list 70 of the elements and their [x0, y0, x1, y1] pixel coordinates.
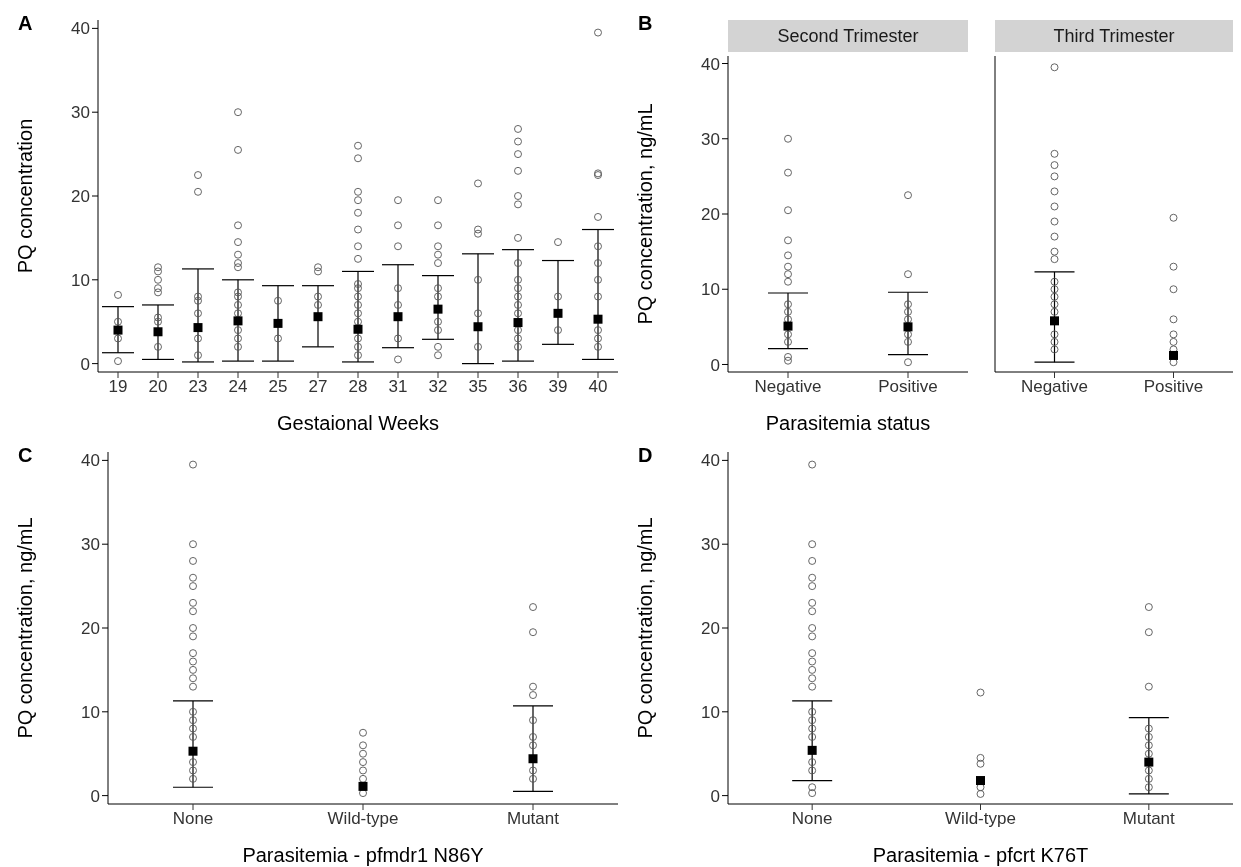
y-tick-label: 30 [71, 103, 90, 123]
x-tick-label: Positive [1143, 377, 1204, 397]
y-tick-label: 20 [81, 619, 100, 639]
x-axis-title: Parasitemia status [765, 412, 931, 434]
point [593, 314, 603, 324]
y-tick-label: 30 [701, 535, 720, 555]
x-tick-label: None [172, 809, 214, 829]
point [273, 318, 283, 328]
point [313, 312, 323, 322]
y-tick-label: 20 [701, 205, 720, 225]
y-tick-label: 10 [81, 702, 100, 722]
point [113, 325, 123, 335]
y-tick-label: 10 [701, 280, 720, 300]
y-axis-title: PQ concentration, ng/mL [14, 517, 37, 739]
x-axis-title: Parasitemia - pfcrt K76T [872, 844, 1089, 866]
y-tick-label: 20 [701, 619, 720, 639]
x-tick-label: Wild-type [945, 809, 1016, 829]
y-tick-label: 0 [80, 354, 90, 374]
x-tick-label: 28 [348, 377, 368, 397]
x-axis-title: Gestaional Weeks [277, 412, 439, 434]
y-tick-label: 30 [81, 535, 100, 555]
chart-title: C [18, 444, 33, 467]
point [473, 322, 483, 332]
x-tick-label: 27 [308, 377, 328, 397]
x-axis-title: Parasitemia - pfmdr1 N86Y [242, 844, 484, 866]
chart-title: D [638, 444, 653, 467]
point [553, 308, 563, 318]
x-tick-label: 25 [268, 377, 288, 397]
x-tick-label: None [791, 809, 833, 829]
point [233, 316, 243, 326]
x-tick-label: Positive [878, 377, 938, 397]
x-tick-label: Negative [1020, 377, 1089, 397]
x-tick-label: 40 [588, 377, 608, 397]
y-axis-title: PQ concentration, ng/mL [634, 517, 657, 739]
point [353, 324, 363, 334]
point [393, 312, 403, 322]
y-axis-title: PQ concentration, ng/mL [634, 103, 657, 325]
x-tick-label: Negative [754, 377, 822, 397]
facet-strip: Third Trimester [995, 20, 1233, 52]
x-tick-label: Wild-type [327, 809, 399, 829]
x-tick-label: 23 [188, 377, 208, 397]
y-tick-label: 10 [701, 702, 720, 722]
y-tick-label: 0 [90, 786, 100, 806]
y-tick-label: 20 [71, 187, 90, 207]
point [153, 327, 163, 337]
point [513, 318, 523, 328]
x-tick-label: 19 [108, 377, 128, 397]
y-tick-label: 40 [701, 451, 720, 471]
x-tick-label: 35 [468, 377, 488, 397]
chart-title: B [638, 12, 653, 35]
y-tick-label: 30 [701, 129, 720, 149]
point [433, 304, 443, 314]
y-tick-label: 40 [81, 451, 100, 471]
x-tick-label: 36 [508, 377, 528, 397]
x-tick-label: Mutant [507, 809, 560, 829]
y-tick-label: 40 [701, 54, 720, 74]
x-tick-label: 39 [548, 377, 568, 397]
facet-strip: Second Trimester [728, 20, 968, 52]
chart-title: A [18, 12, 33, 35]
x-tick-label: Mutant [1122, 809, 1176, 829]
y-axis-title: PQ concentration [14, 118, 37, 274]
y-tick-label: 0 [710, 355, 720, 375]
x-tick-label: 20 [148, 377, 168, 397]
x-tick-label: 32 [428, 377, 448, 397]
point [193, 323, 203, 333]
y-tick-label: 0 [710, 786, 720, 806]
x-tick-label: 31 [388, 377, 408, 397]
x-tick-label: 24 [228, 377, 248, 397]
y-tick-label: 40 [71, 19, 90, 39]
y-tick-label: 10 [71, 270, 90, 290]
